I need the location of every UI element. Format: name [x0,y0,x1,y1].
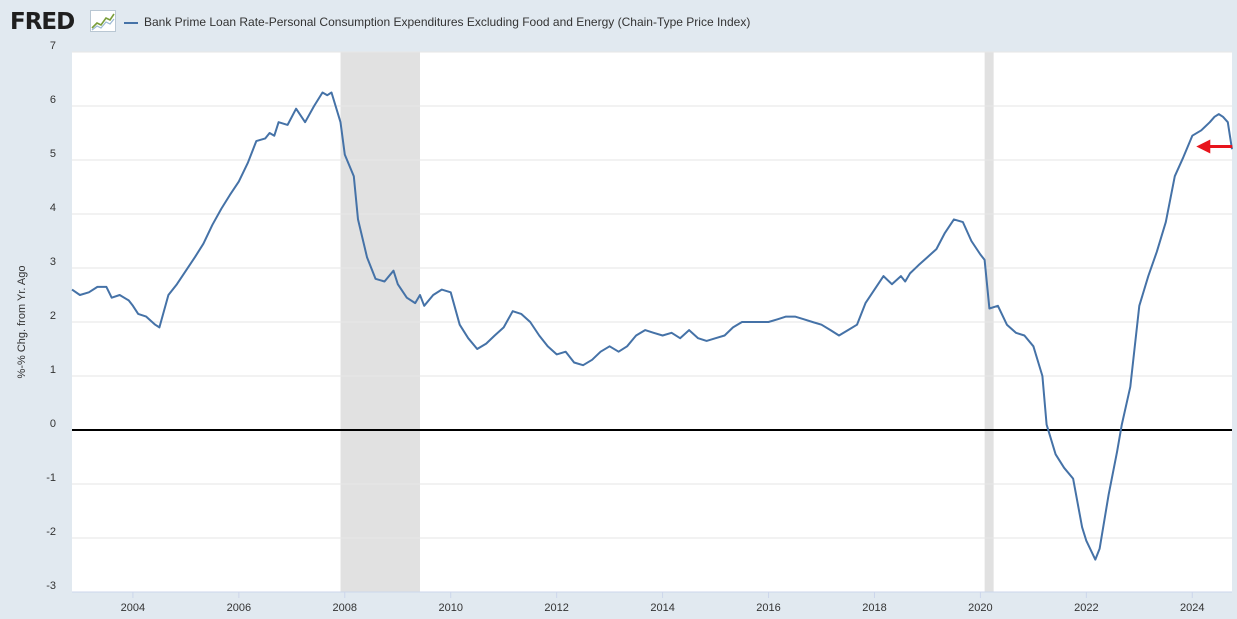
y-tick-label: 4 [50,202,56,214]
x-tick-label: 2014 [650,602,674,614]
x-tick-label: 2008 [333,602,357,614]
legend-swatch [124,22,138,24]
y-axis-label: %-% Chg. from Yr. Ago [16,266,28,379]
x-tick-label: 2010 [438,602,462,614]
y-tick-label: 5 [50,148,56,160]
y-tick-label: 6 [50,94,56,106]
arrow-annotation [1196,139,1233,154]
x-tick-label: 2024 [1180,602,1204,614]
x-tick-label: 2018 [862,602,886,614]
y-tick-label: -3 [46,580,56,592]
chart-header: FRED Bank Prime Loan Rate-Personal Consu… [0,0,1237,46]
legend-label[interactable]: Bank Prime Loan Rate-Personal Consumptio… [144,15,751,29]
y-tick-label: 3 [50,256,56,268]
y-tick-label: 1 [50,364,56,376]
y-tick-label: -2 [46,526,56,538]
y-tick-label: 2 [50,310,56,322]
fred-logo: FRED [10,9,75,35]
x-tick-label: 2004 [121,602,145,614]
x-tick-label: 2006 [227,602,251,614]
arrow-head [1196,139,1211,154]
x-tick-label: 2022 [1074,602,1098,614]
x-axis-ticks: 2004 2006 2008 2010 2012 2014 2016 2018 2020 2022… [72,591,1232,614]
y-axis-ticks: 7 6 5 4 3 2 1 0 -1 -2 -3 [46,40,56,592]
x-tick-label: 2012 [544,602,568,614]
y-tick-label: 0 [50,418,56,430]
y-tick-label: -1 [46,472,56,484]
trend-graph-icon [90,10,116,32]
series-line[interactable] [71,91,1233,561]
x-tick-label: 2020 [968,602,992,614]
x-tick-label: 2016 [756,602,780,614]
y-tick-label: 7 [50,40,56,52]
